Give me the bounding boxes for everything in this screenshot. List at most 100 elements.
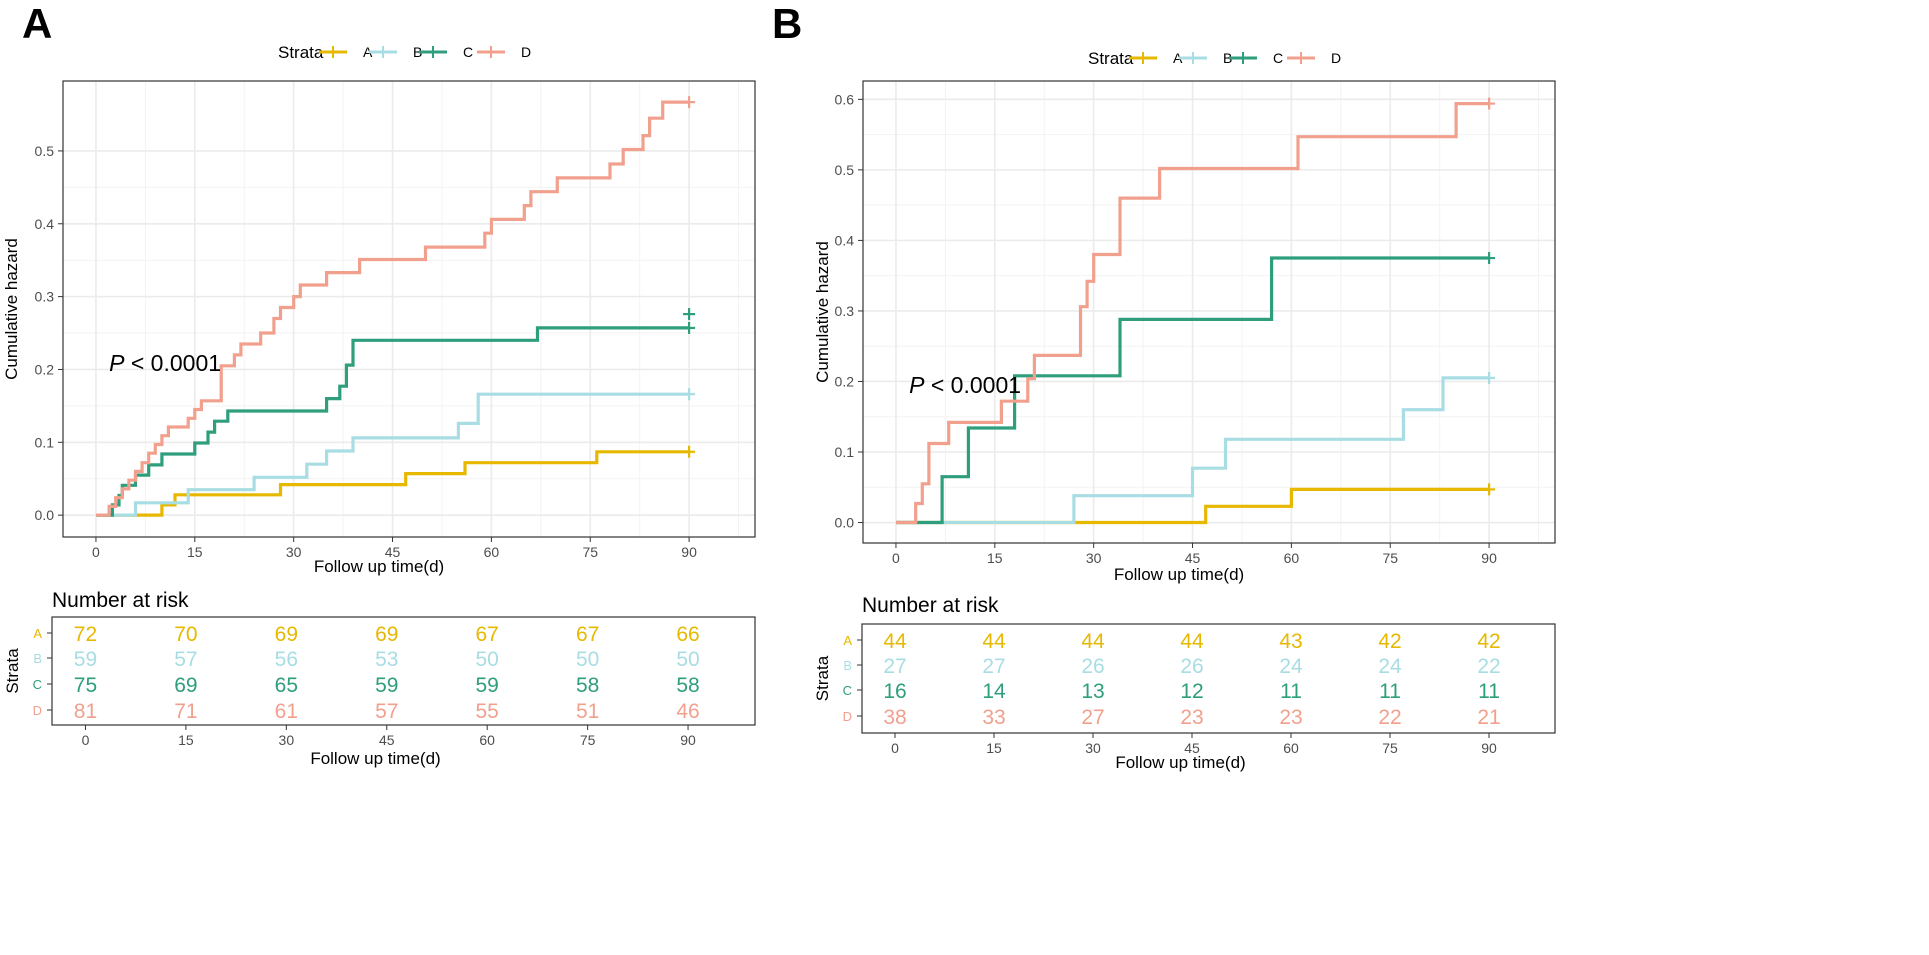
x-tick-label: 75 xyxy=(1382,550,1398,566)
risk-row-label-d: D xyxy=(33,703,42,718)
risk-value-a: 69 xyxy=(375,623,398,646)
risk-value-c: 65 xyxy=(275,674,298,697)
risk-x-axis-title: Follow up time(d) xyxy=(1115,753,1245,772)
risk-value-a: 72 xyxy=(74,623,97,646)
risk-table-frame xyxy=(51,616,756,726)
risk-x-tick-label: 15 xyxy=(178,732,194,748)
risk-value-d: 71 xyxy=(174,700,197,723)
risk-row-label-b: B xyxy=(843,658,852,673)
legend: Strata A B C D xyxy=(1088,49,1341,68)
risk-value-a: 43 xyxy=(1279,630,1302,653)
risk-row-label-d: D xyxy=(843,709,852,724)
risk-value-d: 23 xyxy=(1279,706,1302,729)
curve-b xyxy=(96,392,690,517)
risk-value-d: 55 xyxy=(476,700,499,723)
legend-title: Strata xyxy=(1088,49,1134,68)
x-tick-label: 60 xyxy=(1284,550,1300,566)
y-tick-label: 0.6 xyxy=(835,91,855,107)
p-value-annotation: P < 0.0001 xyxy=(909,372,1021,398)
grid xyxy=(863,81,1555,543)
risk-x-tick-label: 60 xyxy=(1283,740,1299,756)
risk-value-d: 46 xyxy=(676,700,699,723)
x-tick-label: 60 xyxy=(484,544,500,560)
risk-value-a: 44 xyxy=(982,630,1006,653)
x-axis-title: Follow up time(d) xyxy=(1114,565,1244,584)
panel-label: B xyxy=(772,0,802,47)
risk-x-tick-label: 30 xyxy=(279,732,295,748)
risk-value-c: 69 xyxy=(174,674,197,697)
risk-value-b: 50 xyxy=(576,648,599,671)
risk-x-tick-label: 45 xyxy=(1184,740,1200,756)
y-tick-label: 0.4 xyxy=(35,216,55,232)
risk-y-axis-title: Strata xyxy=(3,648,22,694)
risk-x-tick-label: 15 xyxy=(986,740,1002,756)
risk-value-b: 26 xyxy=(1081,655,1104,678)
risk-value-b: 50 xyxy=(476,648,499,671)
p-value-symbol: P xyxy=(109,350,125,376)
risk-x-axis-title: Follow up time(d) xyxy=(310,749,440,768)
y-tick-label: 0.5 xyxy=(35,143,55,159)
x-tick-label: 0 xyxy=(892,550,900,566)
y-tick-label: 0.2 xyxy=(35,361,55,377)
x-tick-label: 15 xyxy=(187,544,203,560)
risk-value-d: 38 xyxy=(883,706,906,729)
y-tick-label: 0.2 xyxy=(835,373,855,389)
risk-value-b: 24 xyxy=(1279,655,1303,678)
risk-value-b: 57 xyxy=(174,648,197,671)
risk-value-c: 13 xyxy=(1081,680,1104,703)
risk-x-tick-label: 75 xyxy=(580,732,596,748)
risk-value-d: 21 xyxy=(1477,706,1500,729)
risk-value-a: 44 xyxy=(1081,630,1105,653)
risk-value-b: 26 xyxy=(1180,655,1203,678)
risk-value-b: 24 xyxy=(1378,655,1402,678)
x-tick-label: 90 xyxy=(1481,550,1497,566)
y-tick-label: 0.3 xyxy=(835,303,855,319)
risk-value-b: 22 xyxy=(1477,655,1500,678)
legend-label-c: C xyxy=(1273,50,1283,66)
risk-value-d: 22 xyxy=(1378,706,1401,729)
plot-frame xyxy=(862,80,1556,544)
y-axis-title: Cumulative hazard xyxy=(2,238,21,380)
risk-value-b: 56 xyxy=(275,648,298,671)
risk-value-c: 16 xyxy=(883,680,906,703)
risk-x-tick-label: 30 xyxy=(1085,740,1101,756)
risk-x-tick-label: 45 xyxy=(379,732,395,748)
risk-value-c: 11 xyxy=(1478,680,1500,703)
risk-value-b: 50 xyxy=(676,648,699,671)
curve-a xyxy=(96,450,690,517)
x-tick-label: 45 xyxy=(1185,550,1201,566)
p-value-annotation: P < 0.0001 xyxy=(109,350,221,376)
risk-value-b: 27 xyxy=(982,655,1005,678)
risk-value-c: 58 xyxy=(576,674,599,697)
legend-label-c: C xyxy=(463,44,473,60)
x-tick-label: 90 xyxy=(681,544,697,560)
panel-label: A xyxy=(22,0,52,47)
risk-row-label-c: C xyxy=(33,677,42,692)
risk-value-d: 81 xyxy=(74,700,97,723)
y-tick-label: 0.1 xyxy=(835,444,855,460)
x-tick-label: 15 xyxy=(987,550,1003,566)
risk-table: Number at risk A 44 44 44 44 43 42 42 B 27 27 26 26 24… xyxy=(813,594,1556,772)
risk-value-a: 66 xyxy=(676,623,699,646)
risk-value-d: 57 xyxy=(375,700,398,723)
p-value-text: < 0.0001 xyxy=(924,372,1021,398)
risk-value-a: 70 xyxy=(174,623,197,646)
curves xyxy=(96,96,696,517)
risk-value-d: 23 xyxy=(1180,706,1203,729)
legend-label-a: A xyxy=(363,44,373,60)
y-tick-label: 0.4 xyxy=(835,232,855,248)
legend-label-a: A xyxy=(1173,50,1183,66)
risk-row-label-b: B xyxy=(33,651,42,666)
grid xyxy=(63,81,755,537)
x-tick-label: 30 xyxy=(1086,550,1102,566)
x-tick-label: 0 xyxy=(92,544,100,560)
risk-table-frame xyxy=(861,623,1556,734)
risk-value-c: 14 xyxy=(982,680,1006,703)
risk-value-d: 61 xyxy=(275,700,298,723)
risk-x-tick-label: 75 xyxy=(1382,740,1398,756)
risk-value-c: 11 xyxy=(1379,680,1401,703)
risk-table: Number at risk A 72 70 69 69 67 67 66 B 59 57 56 53 50… xyxy=(3,589,756,768)
risk-table-title: Number at risk xyxy=(862,594,999,617)
